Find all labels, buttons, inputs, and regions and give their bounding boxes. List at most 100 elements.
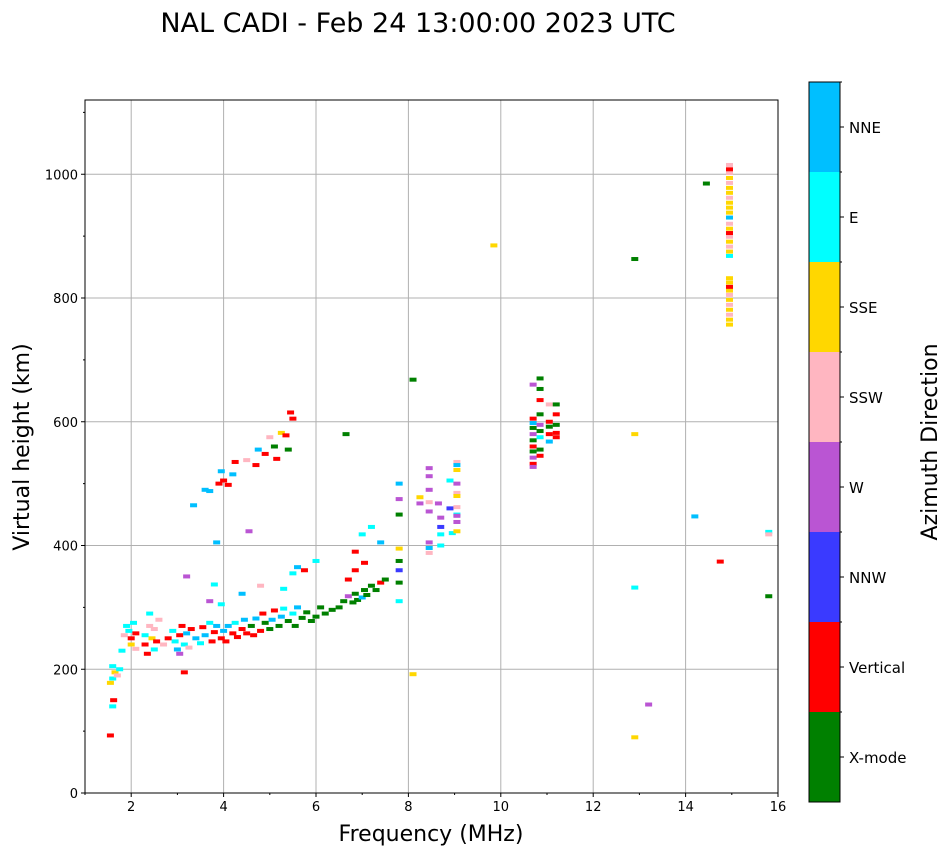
data-point-nne <box>240 617 248 622</box>
data-point-sse <box>725 185 733 190</box>
data-point-e <box>125 628 133 633</box>
data-point-ssw <box>725 180 733 185</box>
data-point-vertical <box>257 628 265 633</box>
data-point-x-mode <box>395 512 403 517</box>
data-point-nne <box>294 605 302 610</box>
data-point-nnw <box>437 524 445 529</box>
x-tick-label: 8 <box>404 800 412 815</box>
data-point-vertical <box>536 453 544 458</box>
data-point-vertical <box>187 627 195 632</box>
data-point-ssw <box>725 162 733 167</box>
x-axis-label: Frequency (MHz) <box>339 822 524 847</box>
data-point-ssw <box>150 627 158 632</box>
data-point-vertical <box>529 461 537 466</box>
data-point-nne <box>254 447 262 452</box>
data-point-x-mode <box>381 577 389 582</box>
data-point-ssw <box>425 550 433 555</box>
data-point-vertical <box>215 481 223 486</box>
data-point-sse <box>395 546 403 551</box>
data-point-x-mode <box>307 618 315 623</box>
data-point-sse <box>725 239 733 244</box>
data-point-sse <box>725 205 733 210</box>
colorbar-label-w: W <box>849 479 864 497</box>
data-point-w <box>529 455 537 460</box>
data-point-vertical <box>153 639 161 644</box>
data-point-e <box>118 648 126 653</box>
data-point-vertical <box>377 580 385 585</box>
data-point-w <box>453 481 461 486</box>
data-point-nne <box>201 487 209 492</box>
data-point-sse <box>277 430 285 435</box>
data-point-e <box>180 642 188 647</box>
x-tick-label: 4 <box>219 800 227 815</box>
data-point-w <box>529 432 537 437</box>
data-point-sse <box>725 288 733 293</box>
x-tick-label: 2 <box>127 800 135 815</box>
data-point-x-mode <box>702 181 710 186</box>
data-point-ssw <box>725 221 733 226</box>
data-point-w <box>425 540 433 545</box>
y-tick-label: 0 <box>70 787 78 802</box>
data-point-e <box>395 599 403 604</box>
colorbar-swatch <box>809 172 840 262</box>
data-point-vertical <box>210 630 218 635</box>
x-tick-label: 10 <box>493 800 510 815</box>
data-point-vertical <box>725 284 733 289</box>
data-point-sse <box>631 432 639 437</box>
colorbar-swatch <box>809 442 840 532</box>
data-point-w <box>425 509 433 514</box>
data-point-e <box>116 667 124 672</box>
data-point-x-mode <box>395 580 403 585</box>
data-point-x-mode <box>298 615 306 620</box>
data-point-w <box>425 466 433 471</box>
data-point-ssw <box>725 195 733 200</box>
data-point-e <box>150 647 158 652</box>
data-point-ssw <box>243 458 251 463</box>
y-tick-label: 200 <box>53 663 78 678</box>
data-point-vertical <box>106 733 114 738</box>
data-point-w <box>434 501 442 506</box>
data-point-sse <box>725 317 733 322</box>
y-axis-ticks: 0 200 400 600 800 1000 <box>45 111 85 802</box>
data-point-ssw <box>185 645 193 650</box>
data-point-e <box>146 611 154 616</box>
data-point-x-mode <box>631 257 639 262</box>
data-point-x-mode <box>536 412 544 417</box>
data-point-vertical <box>261 451 269 456</box>
data-point-e <box>437 532 445 537</box>
data-point-nne <box>201 633 209 638</box>
data-point-e <box>206 620 214 625</box>
data-point-e <box>231 620 239 625</box>
data-point-vertical <box>180 670 188 675</box>
data-point-sse <box>409 672 417 677</box>
data-point-ssw <box>725 171 733 176</box>
data-point-e <box>312 558 320 563</box>
y-tick-label: 400 <box>53 540 78 555</box>
data-point-ssw <box>132 646 140 651</box>
data-point-e <box>725 253 733 258</box>
data-point-x-mode <box>261 620 269 625</box>
data-point-vertical <box>176 633 184 638</box>
colorbar-swatch <box>809 622 840 712</box>
data-point-nnw <box>395 568 403 573</box>
data-point-nne <box>425 545 433 550</box>
data-point-x-mode <box>266 627 274 632</box>
data-point-nne <box>183 631 191 636</box>
data-point-ssw <box>453 490 461 495</box>
data-point-nne <box>192 636 200 641</box>
data-point-sse <box>725 200 733 205</box>
x-axis-ticks: 2 4 6 8 10 12 14 16 <box>84 793 786 815</box>
data-point-sse <box>725 276 733 281</box>
data-point-nne <box>277 614 285 619</box>
data-point-vertical <box>344 577 352 582</box>
data-point-x-mode <box>270 444 278 449</box>
data-point-nne <box>453 463 461 468</box>
x-tick-label: 12 <box>585 800 602 815</box>
colorbar-swatch <box>809 712 840 802</box>
data-point-w <box>206 599 214 604</box>
y-tick-label: 1000 <box>45 168 78 183</box>
data-point-sse <box>725 297 733 302</box>
data-point-e <box>130 620 138 625</box>
data-point-vertical <box>287 410 295 415</box>
